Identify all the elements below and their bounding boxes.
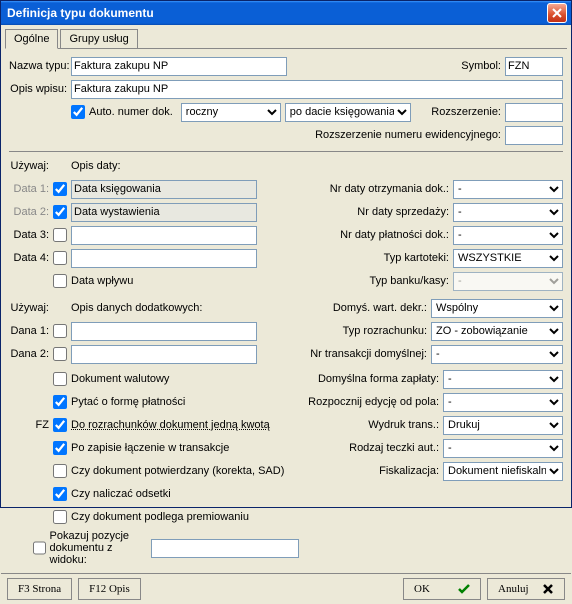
tecz-label: Rodzaj teczki aut.: (305, 442, 443, 454)
dekr-select[interactable]: Wspólny (431, 299, 563, 318)
view-input[interactable] (151, 539, 299, 558)
ok-button[interactable]: OK (403, 578, 481, 600)
tab-groups[interactable]: Grupy usług (60, 29, 137, 49)
dekr-label: Domyś. wart. dekr.: (263, 302, 431, 314)
desc-label: Opis wpisu: (9, 83, 71, 95)
cancel-button[interactable]: Anuluj (487, 578, 565, 600)
d2-checkbox[interactable] (53, 205, 67, 219)
kart-select[interactable]: WSZYSTKIE (453, 249, 563, 268)
period-select[interactable]: roczny (181, 103, 281, 122)
print-label: Wydruk trans.: (305, 419, 443, 431)
inflow-label: Data wpływu (71, 275, 133, 287)
tecz-select[interactable]: - (443, 439, 563, 458)
f12-button[interactable]: F12 Opis (78, 578, 141, 600)
opt3-label: Do rozrachunków dokument jedną kwotą (71, 419, 270, 431)
trans-select[interactable]: - (431, 345, 563, 364)
form-label: Domyślna forma zapłaty: (305, 373, 443, 385)
opt3-checkbox[interactable] (53, 418, 67, 432)
check-icon (458, 583, 470, 595)
d1-input[interactable] (71, 180, 257, 199)
d3-checkbox[interactable] (53, 228, 67, 242)
fz-label: FZ (9, 419, 53, 431)
pay-label: Nr daty płatności dok.: (263, 229, 453, 241)
d2-label: Data 2: (9, 206, 53, 218)
print-select[interactable]: Drukuj (443, 416, 563, 435)
d1-label: Data 1: (9, 183, 53, 195)
footer: F3 Strona F12 Opis OK Anuluj (1, 573, 571, 604)
opt5-label: Czy dokument potwierdzany (korekta, SAD) (71, 465, 284, 477)
dana1-label: Dana 1: (9, 325, 53, 337)
edit-select[interactable]: - (443, 393, 563, 412)
d4-checkbox[interactable] (53, 251, 67, 265)
auto-checkbox[interactable] (71, 105, 85, 119)
d3-label: Data 3: (9, 229, 53, 241)
pay-select[interactable]: - (453, 226, 563, 245)
use2-label: Używaj: (9, 302, 53, 314)
extnum-label: Rozszerzenie numeru ewidencyjnego: (9, 129, 505, 141)
opt1-label: Dokument walutowy (71, 373, 169, 385)
symbol-input[interactable] (505, 57, 563, 76)
opt8-checkbox[interactable] (33, 541, 46, 555)
sale-label: Nr daty sprzedaży: (263, 206, 453, 218)
form-select[interactable]: - (443, 370, 563, 389)
auto-label: Auto. numer dok. (89, 106, 173, 118)
f3-button[interactable]: F3 Strona (7, 578, 72, 600)
opt4-label: Po zapisie łączenie w transakcje (71, 442, 229, 454)
bank-select: - (453, 272, 563, 291)
tab-strip: Ogólne Grupy usług (1, 25, 571, 49)
opt4-checkbox[interactable] (53, 441, 67, 455)
titlebar: Definicja typu dokumentu (1, 1, 571, 25)
opt2-label: Pytać o formę płatności (71, 396, 185, 408)
rozr-select[interactable]: ZO - zobowiązanie (431, 322, 563, 341)
symbol-label: Symbol: (287, 60, 505, 72)
opis-daty-label: Opis daty: (71, 160, 121, 172)
d1-checkbox[interactable] (53, 182, 67, 196)
extnum-input[interactable] (505, 126, 563, 145)
dana1-input[interactable] (71, 322, 257, 341)
bank-label: Typ banku/kasy: (263, 275, 453, 287)
opt2-checkbox[interactable] (53, 395, 67, 409)
dana2-checkbox[interactable] (53, 347, 67, 361)
rcv-label: Nr daty otrzymania dok.: (263, 183, 453, 195)
fisk-label: Fiskalizacja: (305, 465, 443, 477)
name-input[interactable] (71, 57, 287, 76)
d4-label: Data 4: (9, 252, 53, 264)
opis-extra-label: Opis danych dodatkowych: (71, 302, 202, 314)
rcv-select[interactable]: - (453, 180, 563, 199)
name-label: Nazwa typu: (9, 60, 71, 72)
window-frame: Definicja typu dokumentu Ogólne Grupy us… (0, 0, 572, 508)
tab-general[interactable]: Ogólne (5, 29, 58, 49)
opt5-checkbox[interactable] (53, 464, 67, 478)
dana1-checkbox[interactable] (53, 324, 67, 338)
d2-input[interactable] (71, 203, 257, 222)
use-label: Używaj: (9, 160, 53, 172)
opt8-label: Pokazuj pozycje dokumentu z widoku: (50, 530, 149, 566)
panel-general: Nazwa typu: Symbol: Opis wpisu: Auto. nu… (1, 50, 571, 573)
opt7-label: Czy dokument podlega premiowaniu (71, 511, 249, 523)
rozr-label: Typ rozrachunku: (263, 325, 431, 337)
desc-input[interactable] (71, 80, 563, 99)
window-title: Definicja typu dokumentu (7, 6, 154, 20)
opt1-checkbox[interactable] (53, 372, 67, 386)
trans-label: Nr transakcji domyślnej: (263, 348, 431, 360)
dana2-input[interactable] (71, 345, 257, 364)
sale-select[interactable]: - (453, 203, 563, 222)
d3-input[interactable] (71, 226, 257, 245)
close-button[interactable] (547, 3, 567, 23)
edit-label: Rozpocznij edycję od pola: (305, 396, 443, 408)
ext-input[interactable] (505, 103, 563, 122)
ext-label: Rozszerzenie: (411, 106, 505, 118)
close-icon (552, 8, 562, 18)
opt6-checkbox[interactable] (53, 487, 67, 501)
inflow-checkbox[interactable] (53, 274, 67, 288)
mode-select[interactable]: po dacie księgowania (285, 103, 411, 122)
kart-label: Typ kartoteki: (263, 252, 453, 264)
opt6-label: Czy naliczać odsetki (71, 488, 171, 500)
fisk-select[interactable]: Dokument niefiskalny (443, 462, 563, 481)
cancel-icon (542, 583, 554, 595)
dana2-label: Dana 2: (9, 348, 53, 360)
opt7-checkbox[interactable] (53, 510, 67, 524)
d4-input[interactable] (71, 249, 257, 268)
